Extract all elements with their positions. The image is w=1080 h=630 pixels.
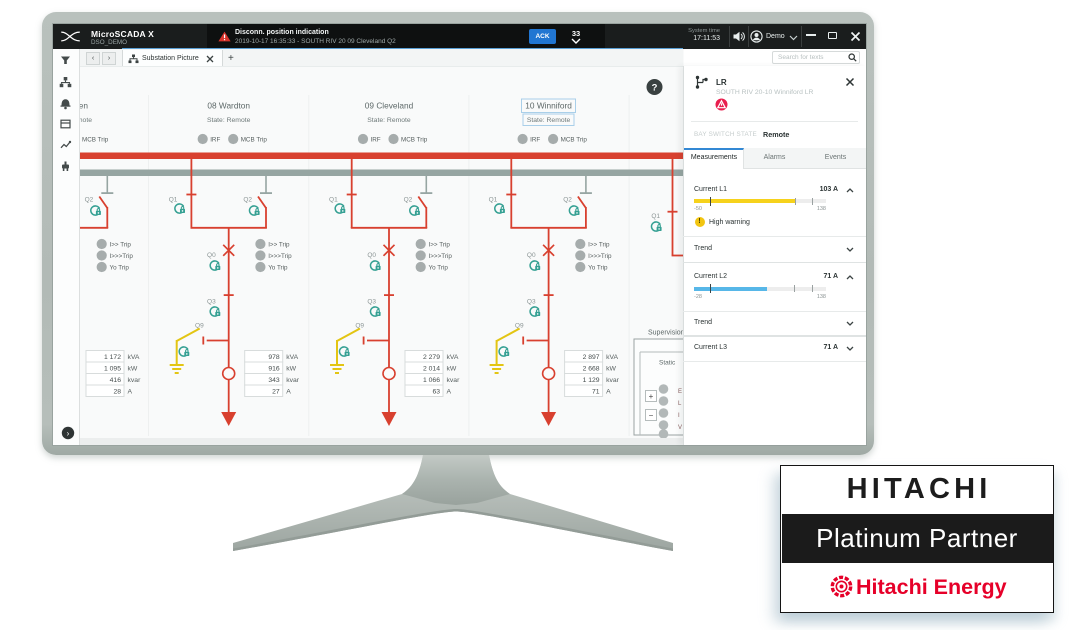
svg-text:Yo Trip: Yo Trip bbox=[429, 264, 449, 271]
svg-text:A: A bbox=[606, 388, 611, 395]
svg-text:10 Winniford: 10 Winniford bbox=[525, 101, 572, 111]
svg-text:916: 916 bbox=[268, 365, 280, 372]
svg-text:2 014: 2 014 bbox=[423, 365, 440, 372]
svg-text:E: E bbox=[678, 389, 682, 395]
svg-text:27: 27 bbox=[272, 388, 280, 395]
svg-text:V: V bbox=[678, 425, 682, 431]
svg-text:kW: kW bbox=[286, 365, 296, 372]
svg-text:2 668: 2 668 bbox=[583, 365, 600, 372]
svg-text:Q0: Q0 bbox=[367, 252, 376, 259]
svg-text:L: L bbox=[678, 401, 682, 407]
svg-text:kvar: kvar bbox=[606, 377, 620, 384]
svg-text:kW: kW bbox=[128, 365, 138, 372]
svg-text:Yo Trip: Yo Trip bbox=[110, 264, 130, 271]
svg-text:28: 28 bbox=[113, 388, 121, 395]
svg-text:Q3: Q3 bbox=[527, 299, 536, 306]
svg-text:Q2: Q2 bbox=[85, 197, 94, 204]
svg-text:Q2: Q2 bbox=[563, 197, 572, 204]
svg-text:Q9: Q9 bbox=[195, 323, 204, 330]
svg-text:Q3: Q3 bbox=[207, 299, 216, 306]
svg-text:63: 63 bbox=[432, 388, 440, 395]
svg-text:A: A bbox=[128, 388, 133, 395]
svg-text:Q0: Q0 bbox=[527, 252, 536, 259]
svg-text:Q2: Q2 bbox=[243, 197, 252, 204]
svg-text:Supervision: Supervision bbox=[648, 330, 685, 337]
svg-text:Q2: Q2 bbox=[404, 197, 413, 204]
svg-text:Q9: Q9 bbox=[355, 323, 364, 330]
svg-text:IRF: IRF bbox=[210, 136, 220, 143]
svg-text:State: Remote: State: Remote bbox=[207, 117, 251, 124]
svg-text:IRF: IRF bbox=[530, 136, 540, 143]
svg-text:1 172: 1 172 bbox=[104, 354, 121, 361]
svg-text:Yo Trip: Yo Trip bbox=[268, 264, 288, 271]
svg-text:A: A bbox=[286, 388, 291, 395]
svg-text:›: › bbox=[67, 429, 70, 438]
svg-text:I>>>Trip: I>>>Trip bbox=[110, 253, 134, 260]
svg-text:2 279: 2 279 bbox=[423, 354, 440, 361]
svg-text:I>> Trip: I>> Trip bbox=[268, 241, 290, 248]
svg-text:I>> Trip: I>> Trip bbox=[110, 241, 132, 248]
svg-text:Q1: Q1 bbox=[329, 197, 338, 204]
svg-text:08 Wardton: 08 Wardton bbox=[207, 101, 250, 111]
svg-text:IRF: IRF bbox=[371, 136, 381, 143]
svg-text:I>>>Trip: I>>>Trip bbox=[429, 253, 453, 260]
svg-text:Q1: Q1 bbox=[651, 213, 660, 220]
svg-text:kW: kW bbox=[447, 365, 457, 372]
svg-text:kVA: kVA bbox=[128, 354, 140, 361]
svg-text:71: 71 bbox=[592, 388, 600, 395]
svg-text:2 897: 2 897 bbox=[583, 354, 600, 361]
svg-text:I>>>Trip: I>>>Trip bbox=[588, 253, 612, 260]
svg-text:Q3: Q3 bbox=[367, 299, 376, 306]
svg-text:1 129: 1 129 bbox=[583, 377, 600, 384]
svg-text:I>> Trip: I>> Trip bbox=[588, 241, 610, 248]
svg-text:kvar: kvar bbox=[447, 377, 461, 384]
svg-text:1 066: 1 066 bbox=[423, 377, 440, 384]
svg-text:kVA: kVA bbox=[606, 354, 618, 361]
svg-text:kVA: kVA bbox=[286, 354, 298, 361]
svg-text:MCB Trip: MCB Trip bbox=[561, 136, 588, 143]
svg-text:MCB Trip: MCB Trip bbox=[401, 136, 428, 143]
svg-text:09 Cleveland: 09 Cleveland bbox=[365, 101, 414, 111]
svg-text:343: 343 bbox=[268, 377, 280, 384]
svg-text:kVA: kVA bbox=[447, 354, 459, 361]
svg-text:Q1: Q1 bbox=[489, 197, 498, 204]
svg-text:Static: Static bbox=[659, 360, 676, 367]
svg-text:kvar: kvar bbox=[128, 377, 142, 384]
svg-text:I>> Trip: I>> Trip bbox=[429, 241, 451, 248]
svg-text:kvar: kvar bbox=[286, 377, 300, 384]
svg-text:Q1: Q1 bbox=[169, 197, 178, 204]
svg-text:A: A bbox=[447, 388, 452, 395]
svg-text:−: − bbox=[649, 411, 654, 420]
svg-text:Q9: Q9 bbox=[515, 323, 524, 330]
svg-text:Q0: Q0 bbox=[207, 252, 216, 259]
svg-text:416: 416 bbox=[110, 377, 122, 384]
svg-text:+: + bbox=[649, 392, 654, 401]
svg-text:MCB Trip: MCB Trip bbox=[241, 136, 268, 143]
svg-text:MCB Trip: MCB Trip bbox=[82, 136, 109, 143]
svg-text:I>>>Trip: I>>>Trip bbox=[268, 253, 292, 260]
svg-text:State: Remote: State: Remote bbox=[527, 117, 571, 124]
svg-text:?: ? bbox=[652, 83, 658, 94]
svg-text:Yo Trip: Yo Trip bbox=[588, 264, 608, 271]
svg-text:978: 978 bbox=[268, 354, 280, 361]
svg-text:I: I bbox=[678, 413, 680, 419]
svg-text:State: Remote: State: Remote bbox=[367, 117, 411, 124]
svg-text:kW: kW bbox=[606, 365, 616, 372]
svg-text:1 095: 1 095 bbox=[104, 365, 121, 372]
